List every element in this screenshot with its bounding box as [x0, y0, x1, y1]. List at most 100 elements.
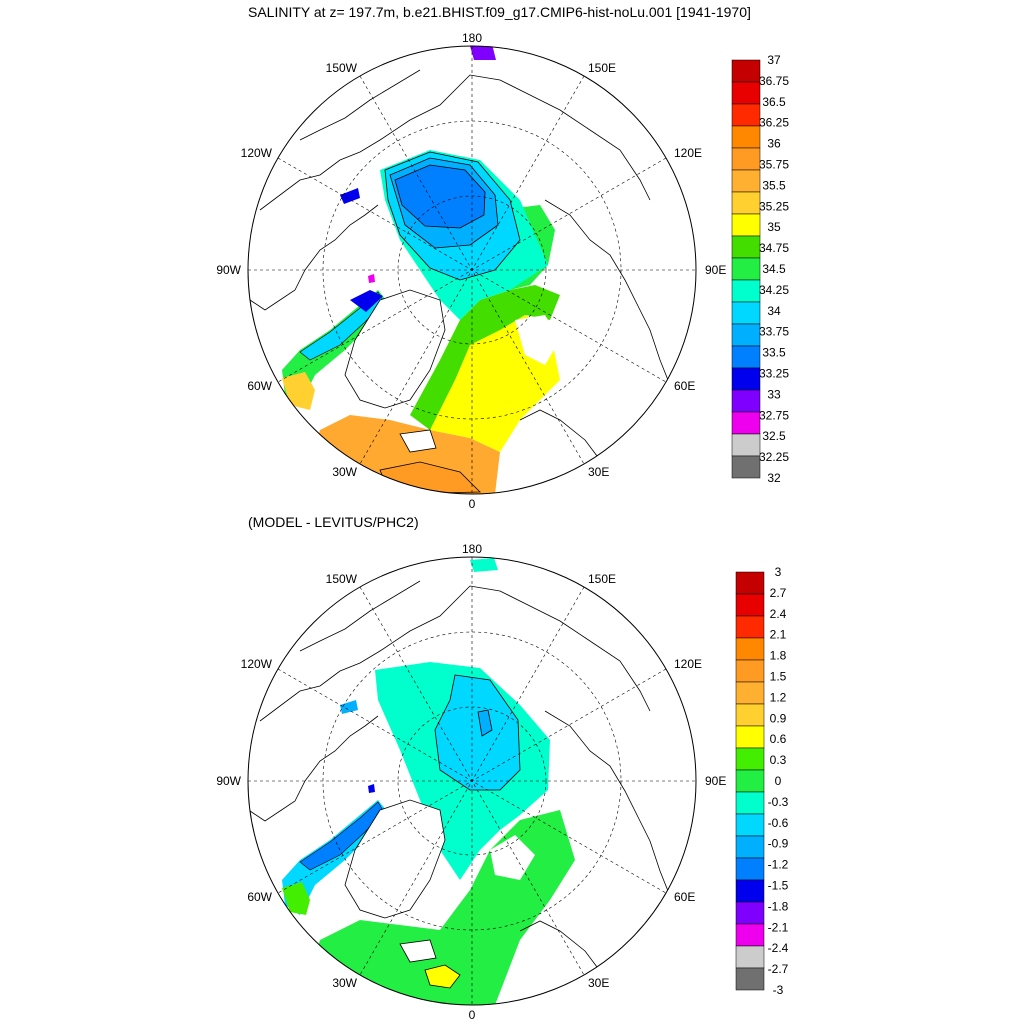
top-colorbar-tick-label: 34: [767, 304, 781, 318]
bottom-colorbar-tick-label: -1.8: [768, 899, 789, 913]
top-lon-label-0: 0: [469, 497, 476, 511]
bottom-colorbar-tick-label: -0.9: [768, 837, 789, 851]
bottom-lon-label-90e: 90E: [705, 774, 726, 788]
top-colorbar-tick-label: 33.75: [759, 325, 789, 339]
top-colorbar-swatch-10: [731, 279, 761, 303]
top-lon-label-150w: 150W: [326, 61, 358, 75]
top-lon-label-90w: 90W: [216, 263, 241, 277]
bottom-lon-label-0: 0: [469, 1008, 476, 1022]
bottom-coastlines: [249, 580, 669, 992]
top-colorbar-swatch-18: [731, 455, 761, 479]
top-colorbar-swatch-7: [731, 213, 761, 237]
top-colorbar-swatch-11: [731, 301, 761, 325]
bottom-colorbar-tick-label: -1.2: [768, 858, 789, 872]
bottom-colorbar-swatch-7: [735, 725, 765, 749]
top-salinity-field: [282, 46, 560, 494]
bottom-polar-map: 180 0 90W 90E 150W 120W 60W 30W 150E 120…: [216, 542, 726, 1022]
bottom-colorbar-swatch-8: [735, 747, 765, 771]
bottom-colorbar-tick-label: -0.6: [768, 816, 789, 830]
top-colorbar-tick-label: 32.25: [759, 450, 789, 464]
bottom-colorbar-tick-label: -2.1: [768, 920, 789, 934]
top-lon-label-120e: 120E: [674, 146, 702, 160]
top-lon-label-180: 180: [462, 31, 482, 45]
bottom-colorbar-tick-label: 2.4: [770, 607, 787, 621]
bottom-colorbar-swatch-3: [735, 637, 765, 661]
top-colorbar-swatch-2: [731, 103, 761, 127]
bottom-lon-label-30e: 30E: [588, 976, 609, 990]
top-colorbar-swatch-8: [731, 235, 761, 259]
bottom-lon-label-120w: 120W: [241, 657, 273, 671]
bottom-colorbar-swatch-0: [735, 571, 765, 595]
bottom-colorbar-tick-label: 1.2: [770, 690, 787, 704]
bottom-colorbar-tick-label: 1.8: [770, 649, 787, 663]
bottom-colorbar-swatch-13: [735, 857, 765, 881]
bottom-colorbar-tick-label: 0: [775, 774, 782, 788]
top-colorbar-swatch-12: [731, 323, 761, 347]
bottom-colorbar-tick-label: 2.1: [770, 628, 787, 642]
bottom-colorbar-tick-label: 3: [775, 565, 782, 579]
bottom-lon-label-60e: 60E: [674, 890, 695, 904]
top-lon-label-120w: 120W: [241, 146, 273, 160]
top-colorbar-tick-label: 35.75: [759, 158, 789, 172]
top-colorbar-tick-label: 34.25: [759, 283, 789, 297]
bottom-colorbar-swatch-14: [735, 879, 765, 903]
top-polar-map: 180 0 90W 90E 150W 120W 60W 30W 150E 120…: [216, 31, 726, 511]
bottom-lon-label-60w: 60W: [247, 890, 272, 904]
top-coastlines: [249, 69, 669, 481]
bottom-lon-label-90w: 90W: [216, 774, 241, 788]
top-colorbar-tick-label: 34.75: [759, 241, 789, 255]
bottom-graticule: [248, 557, 696, 1005]
bottom-difference-field: [282, 558, 575, 1005]
bottom-colorbar-tick-label: 0.6: [770, 732, 787, 746]
bottom-colorbar-tick-label: -3: [773, 983, 784, 997]
top-colorbar-tick-label: 35: [767, 220, 781, 234]
top-lon-label-90e: 90E: [705, 263, 726, 277]
bottom-panel-title: (MODEL - LEVITUS/PHC2): [248, 514, 419, 530]
bottom-lon-label-120e: 120E: [674, 657, 702, 671]
top-colorbar-tick-label: 35.25: [759, 199, 789, 213]
top-colorbar-swatch-9: [731, 257, 761, 281]
bottom-lon-label-30w: 30W: [332, 976, 357, 990]
bottom-lon-label-150e: 150E: [588, 572, 616, 586]
bottom-lon-label-180: 180: [462, 542, 482, 556]
top-colorbar-tick-label: 32.5: [762, 429, 786, 443]
top-colorbar-swatch-13: [731, 345, 761, 369]
bottom-colorbar-tick-label: -0.3: [768, 795, 789, 809]
bottom-colorbar-swatch-5: [735, 681, 765, 705]
top-colorbar-tick-label: 37: [767, 53, 781, 67]
top-panel-title: SALINITY at z= 197.7m, b.e21.BHIST.f09_g…: [248, 4, 751, 20]
top-colorbar-tick-label: 36.75: [759, 74, 789, 88]
top-lon-label-150e: 150E: [588, 61, 616, 75]
top-colorbar-swatch-1: [731, 81, 761, 105]
top-colorbar: 37 36.75 36.5 36.25 36 35.75 35.5 35.25 35 34.75 3…: [731, 53, 789, 485]
top-lon-label-60e: 60E: [674, 379, 695, 393]
top-graticule: [248, 46, 696, 494]
top-colorbar-swatch-0: [731, 59, 761, 83]
bottom-colorbar-tick-label: -2.4: [768, 941, 789, 955]
top-colorbar-tick-label: 36.5: [762, 95, 786, 109]
top-colorbar-swatch-17: [731, 433, 761, 457]
top-colorbar-tick-label: 33: [767, 387, 781, 401]
top-colorbar-swatch-6: [731, 191, 761, 215]
top-lon-label-60w: 60W: [247, 379, 272, 393]
top-colorbar-tick-label: 34.5: [762, 262, 786, 276]
bottom-colorbar-swatch-10: [735, 791, 765, 815]
bottom-colorbar-tick-label: -2.7: [768, 962, 789, 976]
top-colorbar-tick-label: 33.25: [759, 367, 789, 381]
bottom-colorbar-tick-label: 0.3: [770, 753, 787, 767]
top-colorbar-swatch-14: [731, 367, 761, 391]
bottom-colorbar-tick-label: -1.5: [768, 879, 789, 893]
bottom-colorbar-tick-label: 0.9: [770, 711, 787, 725]
top-lon-label-30w: 30W: [332, 465, 357, 479]
top-colorbar-swatch-3: [731, 125, 761, 149]
bottom-colorbar-swatch-15: [735, 901, 765, 925]
top-map-border: [247, 45, 697, 495]
bottom-colorbar-swatch-16: [735, 923, 765, 947]
top-colorbar-swatch-4: [731, 147, 761, 171]
top-lon-label-30e: 30E: [588, 465, 609, 479]
bottom-colorbar-swatch-18: [735, 967, 765, 991]
top-colorbar-tick-label: 36: [767, 137, 781, 151]
bottom-colorbar-swatch-11: [735, 813, 765, 837]
top-colorbar-swatch-16: [731, 411, 761, 435]
